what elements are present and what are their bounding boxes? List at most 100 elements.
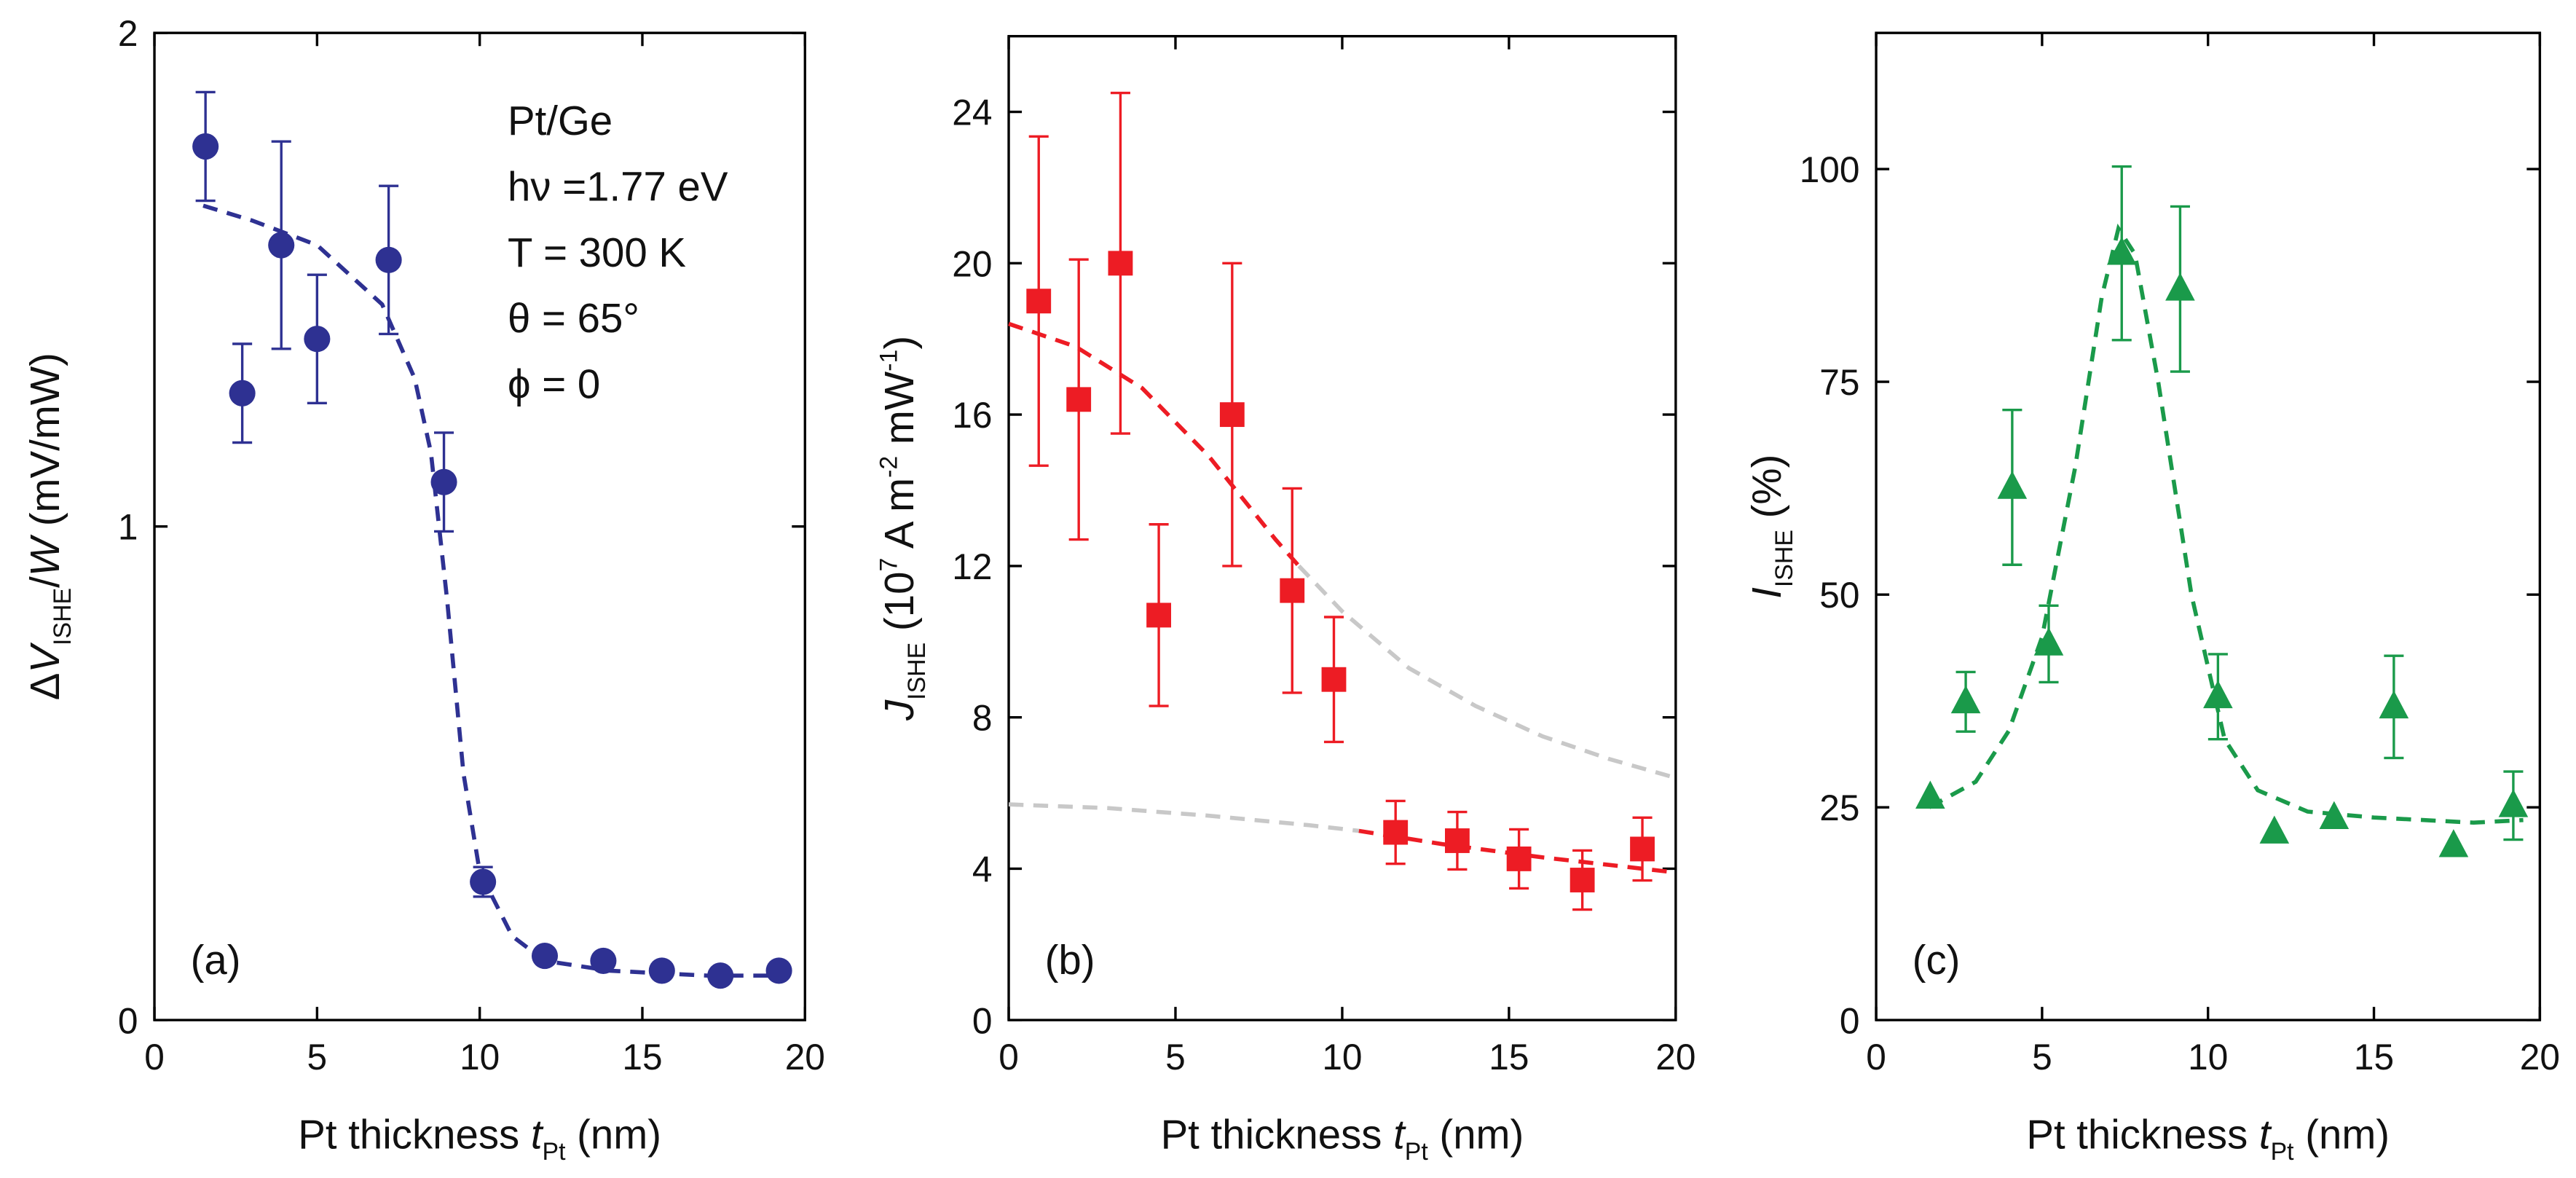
y-axis-label: ΔVISHE/W (mV/mW) [22,353,76,700]
y-tick-label: 100 [1800,149,1860,190]
label-part: (%) [1744,455,1789,530]
data-point [1630,836,1655,862]
annotation: θ = 65° [508,295,639,341]
label-part: V [22,643,68,673]
panel-label: (c) [1913,937,1961,983]
x-tick-label: 0 [999,1037,1019,1077]
data-point [531,943,559,970]
x-tick-label: 20 [785,1037,825,1077]
data-point [707,962,734,989]
annotation: ϕ = 0 [508,361,600,407]
label-part: t [1393,1111,1406,1157]
fit-curve [1008,321,1301,568]
data-point [2438,829,2469,857]
data-point [648,957,675,984]
fit-curve [1358,828,1677,875]
annotation: Pt/Ge [508,98,613,144]
label-part: W [22,534,68,576]
label-part: 7 [875,558,903,572]
data-point [375,246,402,273]
x-tick-label: 20 [1655,1037,1695,1077]
data-point [1915,780,1945,809]
data-point [1383,820,1409,845]
data-point [1950,685,1981,714]
label-part: t [531,1111,544,1157]
label-part: Pt thickness [1161,1111,1394,1157]
label-part: mW [876,371,922,456]
y-axis-label: JISHE (107 A m-2 mW-1) [875,336,931,721]
x-tick-label: 15 [622,1037,662,1077]
data-point [229,380,256,407]
data-point [470,868,497,895]
y-tick-label: 2 [118,13,138,54]
label-part: -2 [875,456,903,478]
label-part: (mV/mW) [22,353,68,538]
data-point [192,133,219,160]
fit-curve [1008,802,1360,833]
y-tick-label: 20 [952,243,992,284]
data-point [2259,815,2290,844]
x-axis-label: Pt thickness tPt (nm) [2026,1111,2390,1166]
y-tick-label: 50 [1819,575,1859,616]
data-point [2165,272,2195,301]
data-point [2106,237,2137,265]
x-tick-label: 15 [2354,1037,2394,1077]
data-point [430,468,457,495]
y-tick-label: 24 [952,93,992,133]
data-point [304,326,331,353]
fit-curve [1928,223,2524,825]
label-part: ISHE [49,588,76,645]
data-point [2379,690,2409,719]
y-tick-label: 16 [952,395,992,436]
data-point [1146,602,1172,628]
data-point [2319,801,2349,829]
data-point [2033,627,2064,656]
y-tick-label: 25 [1819,788,1859,828]
annotation: hν =1.77 eV [508,163,728,209]
label-part: (10 [876,571,922,642]
x-axis-label: Pt thickness tPt (nm) [1161,1111,1524,1166]
fit-curve [202,203,789,978]
y-axis-label: IISHE (%) [1744,455,1798,599]
fit-curve [1297,564,1677,780]
y-tick-label: 0 [972,1000,993,1041]
label-part: Pt thickness [2026,1111,2259,1157]
data-point [1569,868,1595,892]
y-tick-label: 0 [118,1000,138,1041]
x-axis-label: Pt thickness tPt (nm) [298,1111,661,1166]
x-tick-label: 0 [144,1037,165,1077]
label-part: / [22,576,68,588]
y-tick-label: 1 [118,507,138,548]
data-point [268,232,295,259]
data-point [1108,251,1133,276]
x-tick-label: 15 [1489,1037,1529,1077]
data-point [1506,846,1532,871]
y-tick-label: 4 [972,849,993,890]
label-part: ISHE [1770,530,1798,587]
label-part: Pt thickness [298,1111,531,1157]
label-part: Pt [1405,1138,1429,1166]
x-tick-label: 10 [1322,1037,1362,1077]
label-part: J [876,699,922,721]
x-tick-label: 5 [1165,1037,1186,1077]
label-part: I [1744,587,1789,599]
data-point [1219,402,1245,428]
x-tick-label: 10 [460,1037,500,1077]
x-tick-label: 0 [1866,1037,1886,1077]
data-point [2203,680,2233,709]
data-point [765,957,792,984]
label-part: (nm) [2294,1111,2390,1157]
label-part: A m [876,478,922,558]
data-point [1321,667,1347,692]
label-part: Pt [543,1138,567,1166]
y-tick-label: 8 [972,698,993,739]
data-point [1066,387,1092,412]
x-tick-label: 20 [2520,1037,2560,1077]
label-part: Pt [2271,1138,2295,1166]
label-part: (nm) [1428,1111,1524,1157]
y-tick-label: 75 [1819,362,1859,403]
label-part: t [2259,1111,2272,1157]
data-point [1997,471,2028,499]
